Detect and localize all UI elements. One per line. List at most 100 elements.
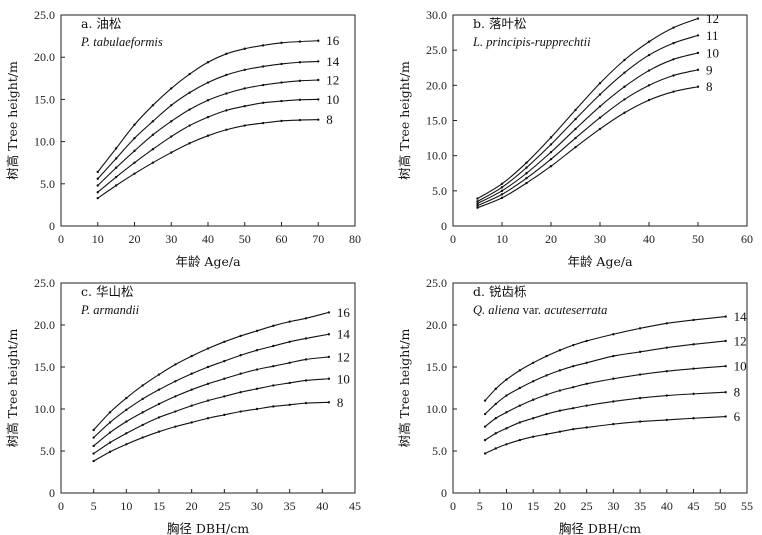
series-label: 9 (706, 62, 713, 77)
data-point (272, 324, 275, 328)
data-point (317, 118, 320, 121)
data-point (696, 51, 700, 55)
data-point (304, 337, 308, 340)
data-point (243, 104, 246, 108)
series-line (93, 333, 329, 438)
data-point (692, 367, 695, 370)
data-point (483, 438, 487, 442)
plot-frame (60, 282, 356, 494)
y-tick-label: 20.0 (426, 78, 447, 92)
data-point (239, 410, 242, 413)
data-point (574, 108, 577, 112)
series-12: 12 (476, 11, 719, 200)
data-point (298, 118, 302, 122)
series-line (93, 311, 330, 431)
data-point (125, 408, 128, 412)
data-point (549, 157, 553, 161)
data-point (500, 189, 504, 193)
data-point (500, 193, 504, 196)
x-tick-label: 0 (58, 232, 64, 246)
data-point (672, 41, 675, 45)
x-tick-label: 5 (477, 499, 483, 513)
data-point (531, 435, 535, 438)
data-point (476, 202, 479, 205)
data-point (243, 68, 246, 72)
data-point (612, 422, 615, 426)
panel-title: a. 油松 (81, 16, 121, 31)
x-tick-label: 55 (741, 499, 753, 513)
series-16: 16 (92, 305, 350, 432)
y-tick-label: 10.0 (426, 149, 447, 163)
series-14: 14 (483, 309, 747, 402)
data-point (672, 26, 675, 29)
data-point (623, 71, 626, 74)
series-line (97, 119, 319, 199)
data-point (304, 401, 308, 405)
y-tick-label: 30.0 (426, 8, 447, 22)
data-point (638, 327, 642, 330)
series-label: 12 (706, 11, 719, 26)
x-tick-label: 40 (316, 499, 328, 513)
x-tick-label: 0 (58, 499, 64, 513)
data-point (518, 421, 522, 424)
data-point (494, 447, 497, 450)
data-point (96, 196, 99, 200)
x-tick-label: 20 (129, 232, 141, 246)
data-point (327, 401, 331, 404)
data-point (623, 98, 626, 101)
x-axis-label: 胸径 DBH/cm (559, 521, 641, 535)
data-point (239, 334, 242, 338)
data-point (724, 339, 727, 343)
data-point (223, 359, 226, 363)
data-point (327, 333, 331, 336)
data-point (327, 377, 331, 380)
species-genus: Q. aliena (473, 303, 520, 317)
data-point (505, 378, 508, 381)
series-8: 8 (476, 79, 713, 209)
data-point (188, 91, 191, 94)
x-tick-label: 50 (239, 232, 251, 246)
y-tick-label: 20.0 (34, 50, 55, 64)
data-point (261, 101, 265, 104)
series-line (97, 79, 319, 186)
series-label: 8 (706, 79, 713, 94)
data-point (170, 120, 173, 123)
x-tick-label: 45 (688, 499, 700, 513)
series-line (477, 34, 699, 202)
y-tick-label: 25.0 (426, 276, 447, 290)
series-label: 10 (734, 359, 747, 374)
data-point (476, 206, 479, 209)
data-point (483, 452, 487, 455)
data-point (133, 137, 136, 140)
data-point (92, 436, 95, 439)
data-point (92, 452, 95, 455)
data-point (151, 133, 155, 137)
data-point (255, 407, 259, 411)
x-tick-label: 15 (153, 499, 165, 513)
series-line (93, 356, 329, 447)
data-point (298, 98, 302, 102)
series-line (484, 365, 726, 428)
data-point (525, 166, 528, 169)
data-point (696, 68, 700, 72)
y-axis-label: 树高 Tree height/m (397, 329, 412, 448)
data-point (174, 380, 177, 383)
series-14: 14 (96, 54, 340, 180)
x-tick-label: 35 (284, 499, 296, 513)
chart-panel-2: 0 10 20 30 40 50 60 0 5.0 10.0 15.0 20.0 25.0 30.0 年龄 … (397, 8, 753, 269)
data-point (574, 127, 577, 131)
data-point (672, 90, 675, 93)
data-point (304, 358, 308, 361)
data-point (190, 372, 193, 375)
data-point (665, 346, 669, 349)
x-tick-label: 15 (527, 499, 539, 513)
data-point (108, 441, 112, 444)
data-point (114, 166, 118, 169)
data-point (225, 92, 228, 95)
data-point (92, 428, 95, 432)
y-tick-label: 25.0 (426, 43, 447, 57)
data-point (531, 380, 535, 383)
data-point (206, 347, 210, 350)
series-line (97, 60, 319, 180)
data-point (96, 191, 99, 194)
